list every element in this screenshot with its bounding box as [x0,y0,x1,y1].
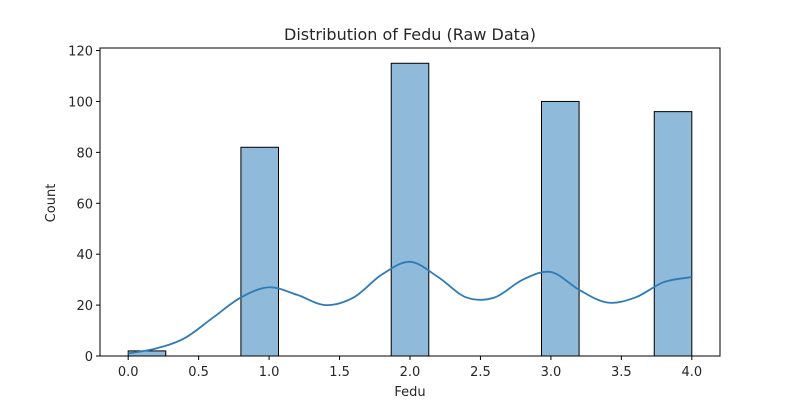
x-tick-label: 0.5 [188,365,209,380]
x-tick-label: 4.0 [681,365,702,380]
chart-title: Distribution of Fedu (Raw Data) [284,25,536,44]
x-tick-label: 3.5 [611,365,632,380]
y-tick-label: 20 [76,299,93,314]
histogram-bar [541,100,580,357]
y-tick-label: 60 [76,197,93,212]
y-tick-label: 100 [68,95,93,110]
y-tick-label: 40 [76,248,93,263]
y-tick-label: 120 [68,45,93,60]
x-tick-label: 2.0 [400,365,421,380]
x-tick-label: 2.5 [470,365,491,380]
x-tick-label: 0.0 [118,365,139,380]
x-tick-label: 3.0 [541,365,562,380]
y-tick-label: 0 [85,350,93,365]
y-axis-label: Count [44,184,59,223]
histogram-bar [653,111,693,357]
x-tick-label: 1.5 [329,365,350,380]
plot-area: 0.0 0.5 1.0 1.5 2.0 2.5 3.0 3.5 4.0 0 20 40 60 80 100 1… [68,45,721,380]
y-tick-label: 80 [76,146,93,161]
x-tick-label: 1.0 [259,365,280,380]
histogram-bar [240,146,279,357]
kde-line [128,260,692,355]
histogram-bar [390,62,430,357]
x-axis-label: Fedu [394,385,425,400]
